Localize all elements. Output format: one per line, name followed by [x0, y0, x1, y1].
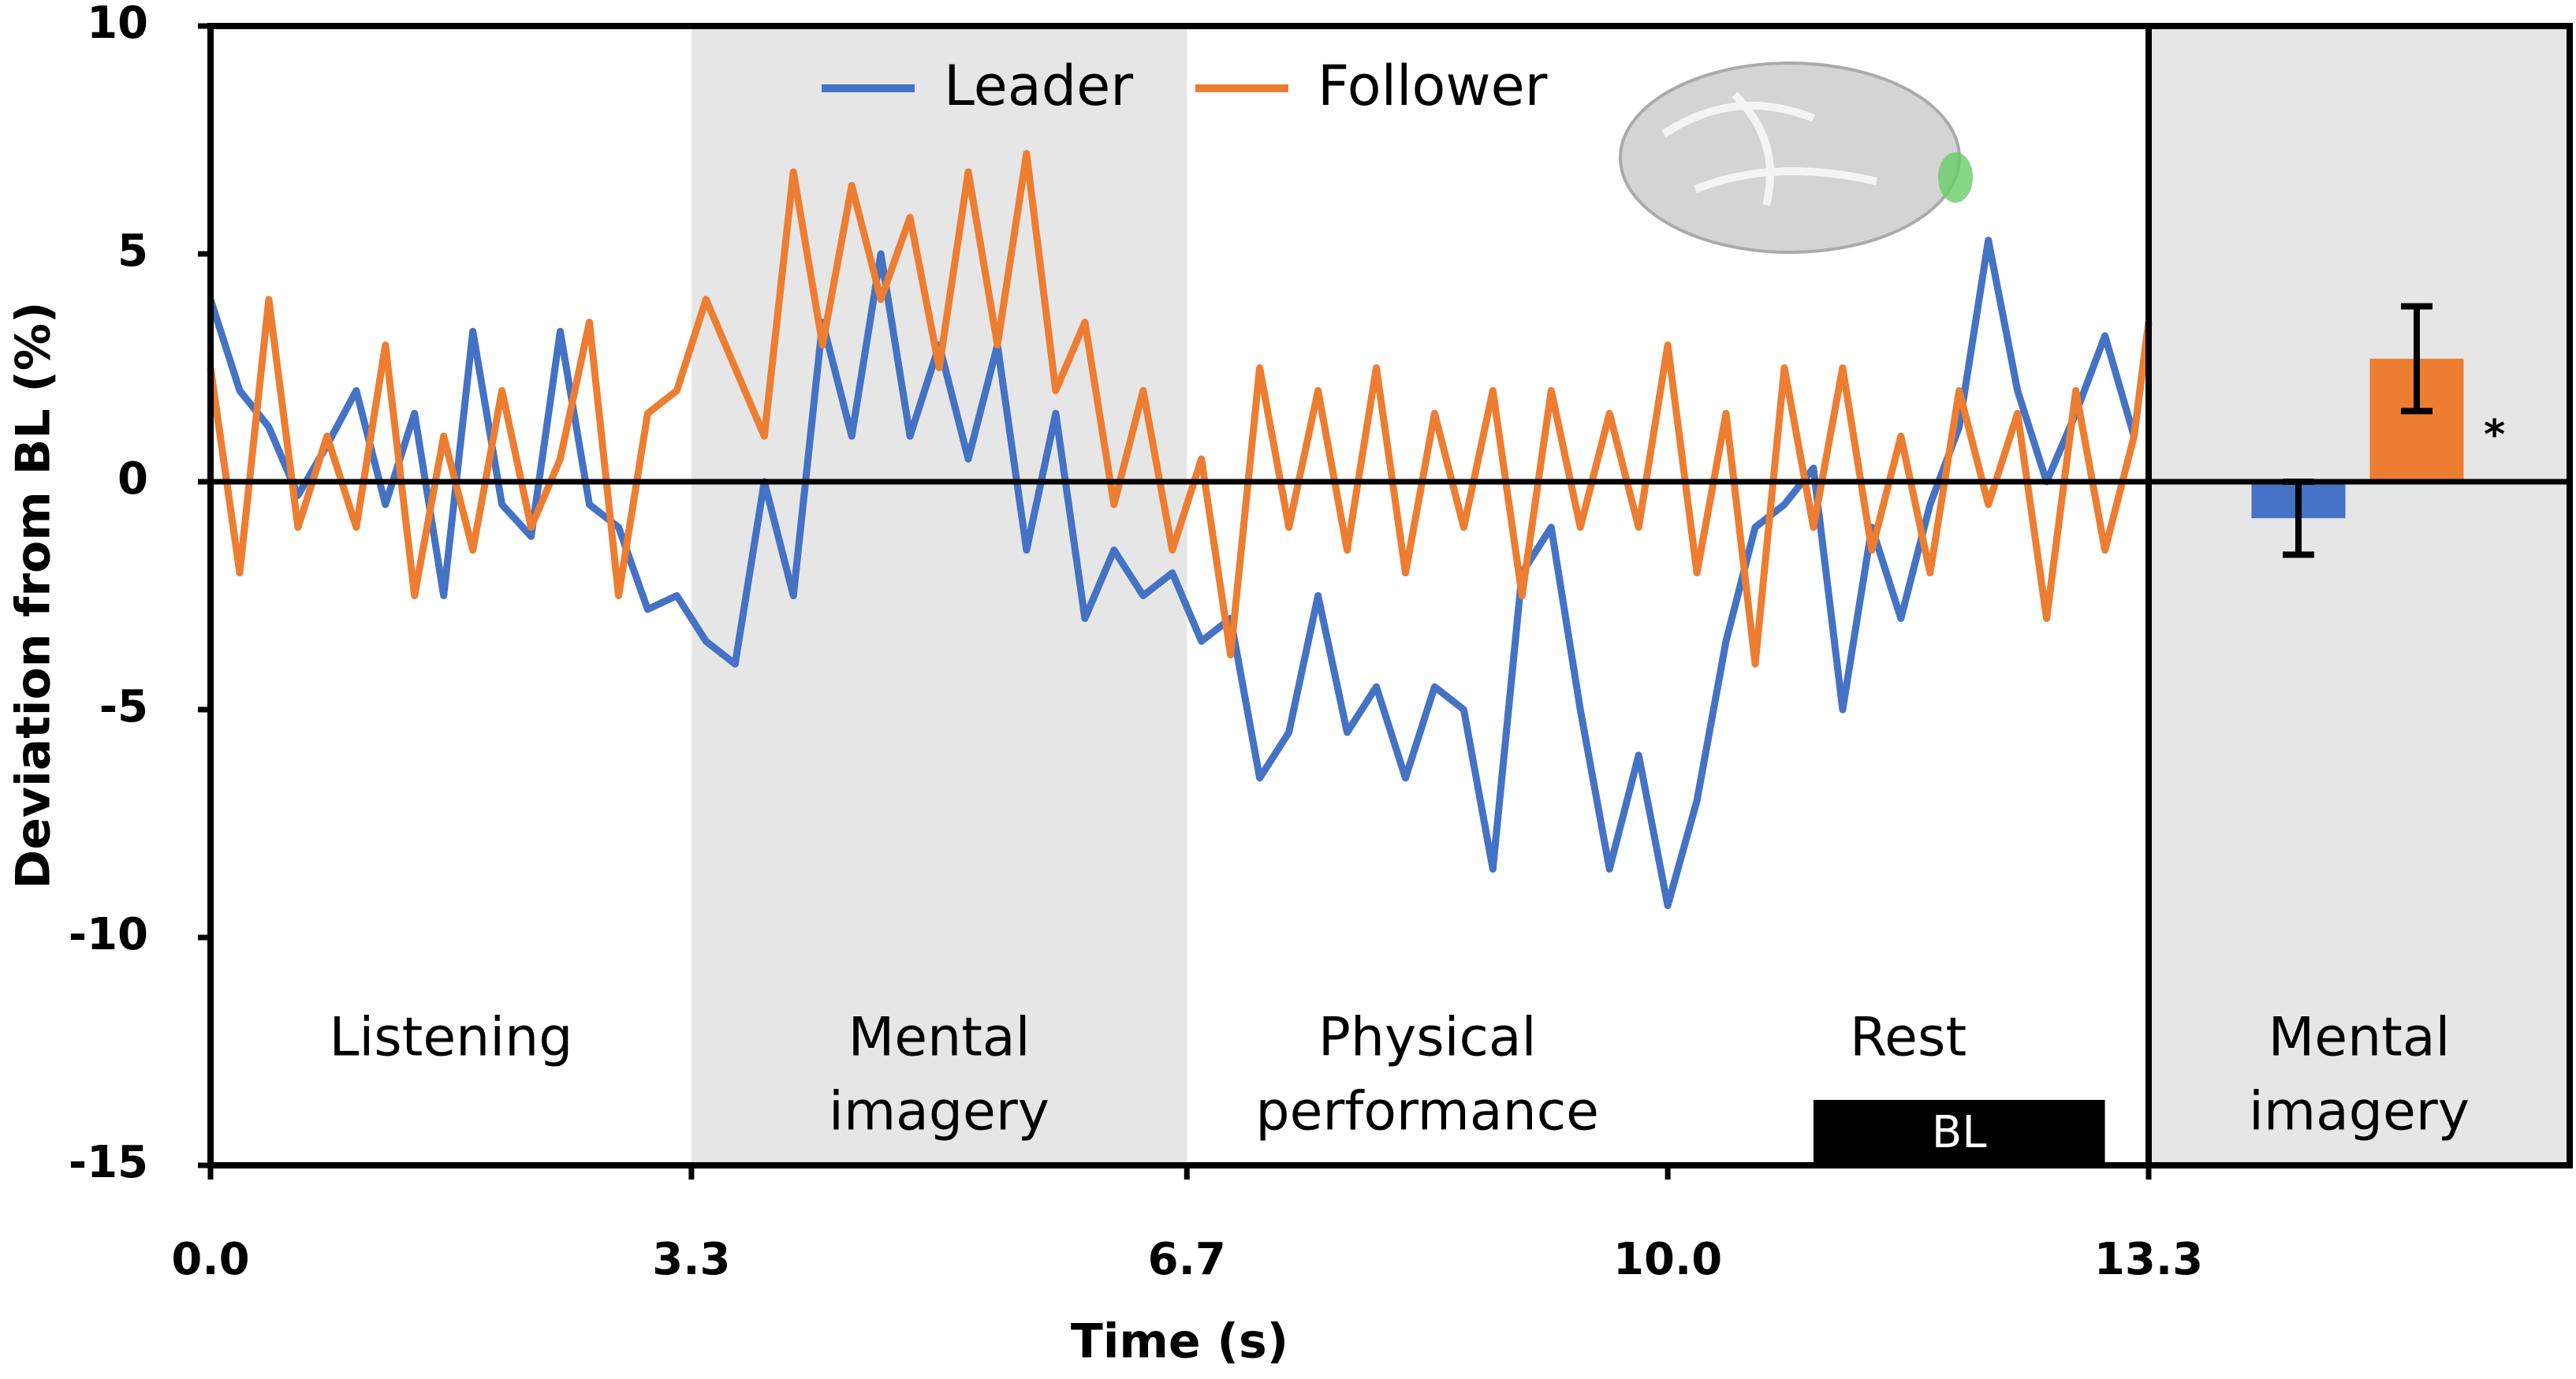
inset-label: imagery — [2249, 1081, 2470, 1143]
brain-icon — [1619, 61, 1973, 254]
x-tick-label: 6.7 — [1148, 1234, 1226, 1285]
data-line — [207, 237, 2153, 909]
phase-label: Physical — [1318, 1007, 1537, 1069]
y-tick-label: -15 — [69, 1137, 148, 1188]
x-tick-label: 0.0 — [171, 1234, 249, 1285]
phase-label: Listening — [329, 1007, 572, 1069]
x-axis-label: Time (s) — [1071, 1314, 1288, 1370]
y-tick-label: 5 — [117, 225, 148, 277]
legend-label: Follower — [1318, 54, 1548, 118]
phase-label: Mental — [848, 1007, 1031, 1069]
phase-label: Rest — [1850, 1007, 1966, 1069]
phase-label: imagery — [829, 1081, 1049, 1143]
phase-shade — [691, 26, 1187, 1165]
data-line — [207, 150, 2153, 668]
baseline-bar — [1813, 1100, 2105, 1165]
y-tick-label: 10 — [87, 0, 148, 49]
legend-label: Leader — [944, 54, 1133, 118]
x-tick-label: 3.3 — [652, 1234, 730, 1285]
y-tick-label: -5 — [99, 681, 148, 732]
y-tick-label: -10 — [69, 909, 148, 960]
x-tick-label: 10.0 — [1613, 1234, 1722, 1285]
inset-label: Mental — [2268, 1007, 2451, 1069]
inset-background — [2149, 26, 2570, 1165]
baseline-label: BL — [1932, 1107, 1987, 1158]
y-axis-label: Deviation from BL (%) — [6, 302, 62, 889]
phase-label: performance — [1255, 1081, 1599, 1143]
x-tick-label: 13.3 — [2094, 1234, 2203, 1285]
plot-frame — [207, 23, 2573, 1168]
significance: * — [2484, 412, 2505, 459]
y-tick-label: 0 — [117, 453, 148, 505]
